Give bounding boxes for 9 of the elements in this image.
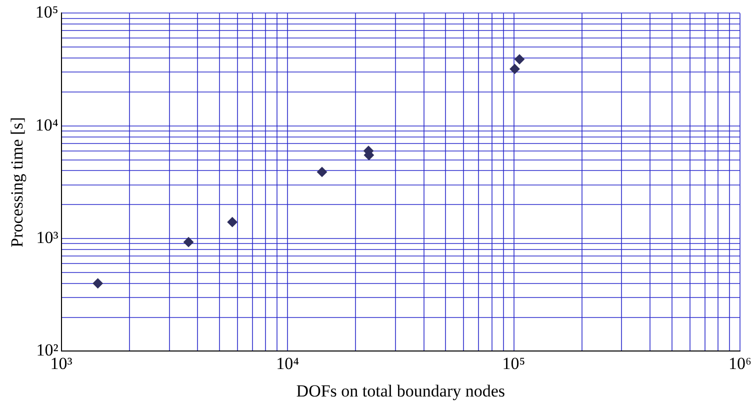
x-tick-label: 10⁶ <box>728 354 752 373</box>
y-axis-title: Processing time [s] <box>8 117 27 248</box>
y-tick-label: 10⁵ <box>35 2 58 22</box>
x-tick-label: 10⁵ <box>502 354 526 373</box>
x-axis-title: DOFs on total boundary nodes <box>296 381 506 400</box>
y-tick-label: 10⁴ <box>35 115 58 134</box>
y-tick-label: 10³ <box>36 228 58 247</box>
x-tick-label: 10³ <box>50 354 72 373</box>
x-tick-label: 10⁴ <box>276 354 300 373</box>
